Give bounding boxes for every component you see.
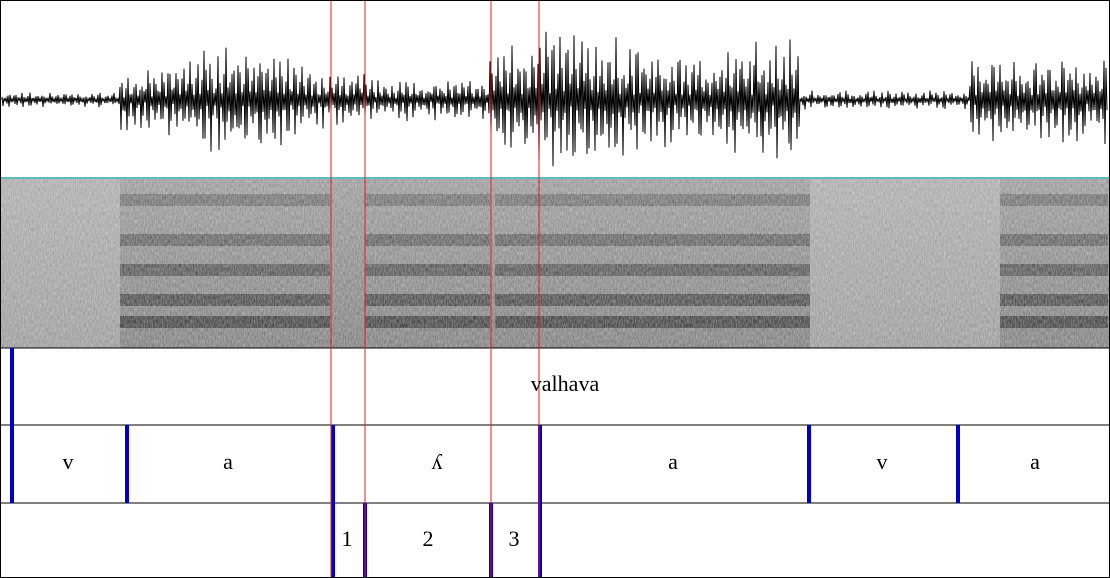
phone-label: ʎ — [432, 449, 443, 474]
word-label: valhava — [531, 371, 600, 396]
cursor-lines — [330, 0, 540, 578]
segment-label: 1 — [342, 526, 353, 551]
phone-label: v — [63, 449, 74, 474]
phone-label: v — [877, 449, 888, 474]
segment-label: 2 — [423, 526, 434, 551]
waveform-trace — [1, 31, 1108, 167]
segment-label: 3 — [509, 526, 520, 551]
phone-label: a — [223, 449, 233, 474]
phone-label: a — [1030, 449, 1040, 474]
spectrogram — [1, 179, 1109, 348]
phone-label: a — [668, 449, 678, 474]
tier-lines — [1, 347, 1109, 504]
waveform — [1, 31, 1108, 167]
